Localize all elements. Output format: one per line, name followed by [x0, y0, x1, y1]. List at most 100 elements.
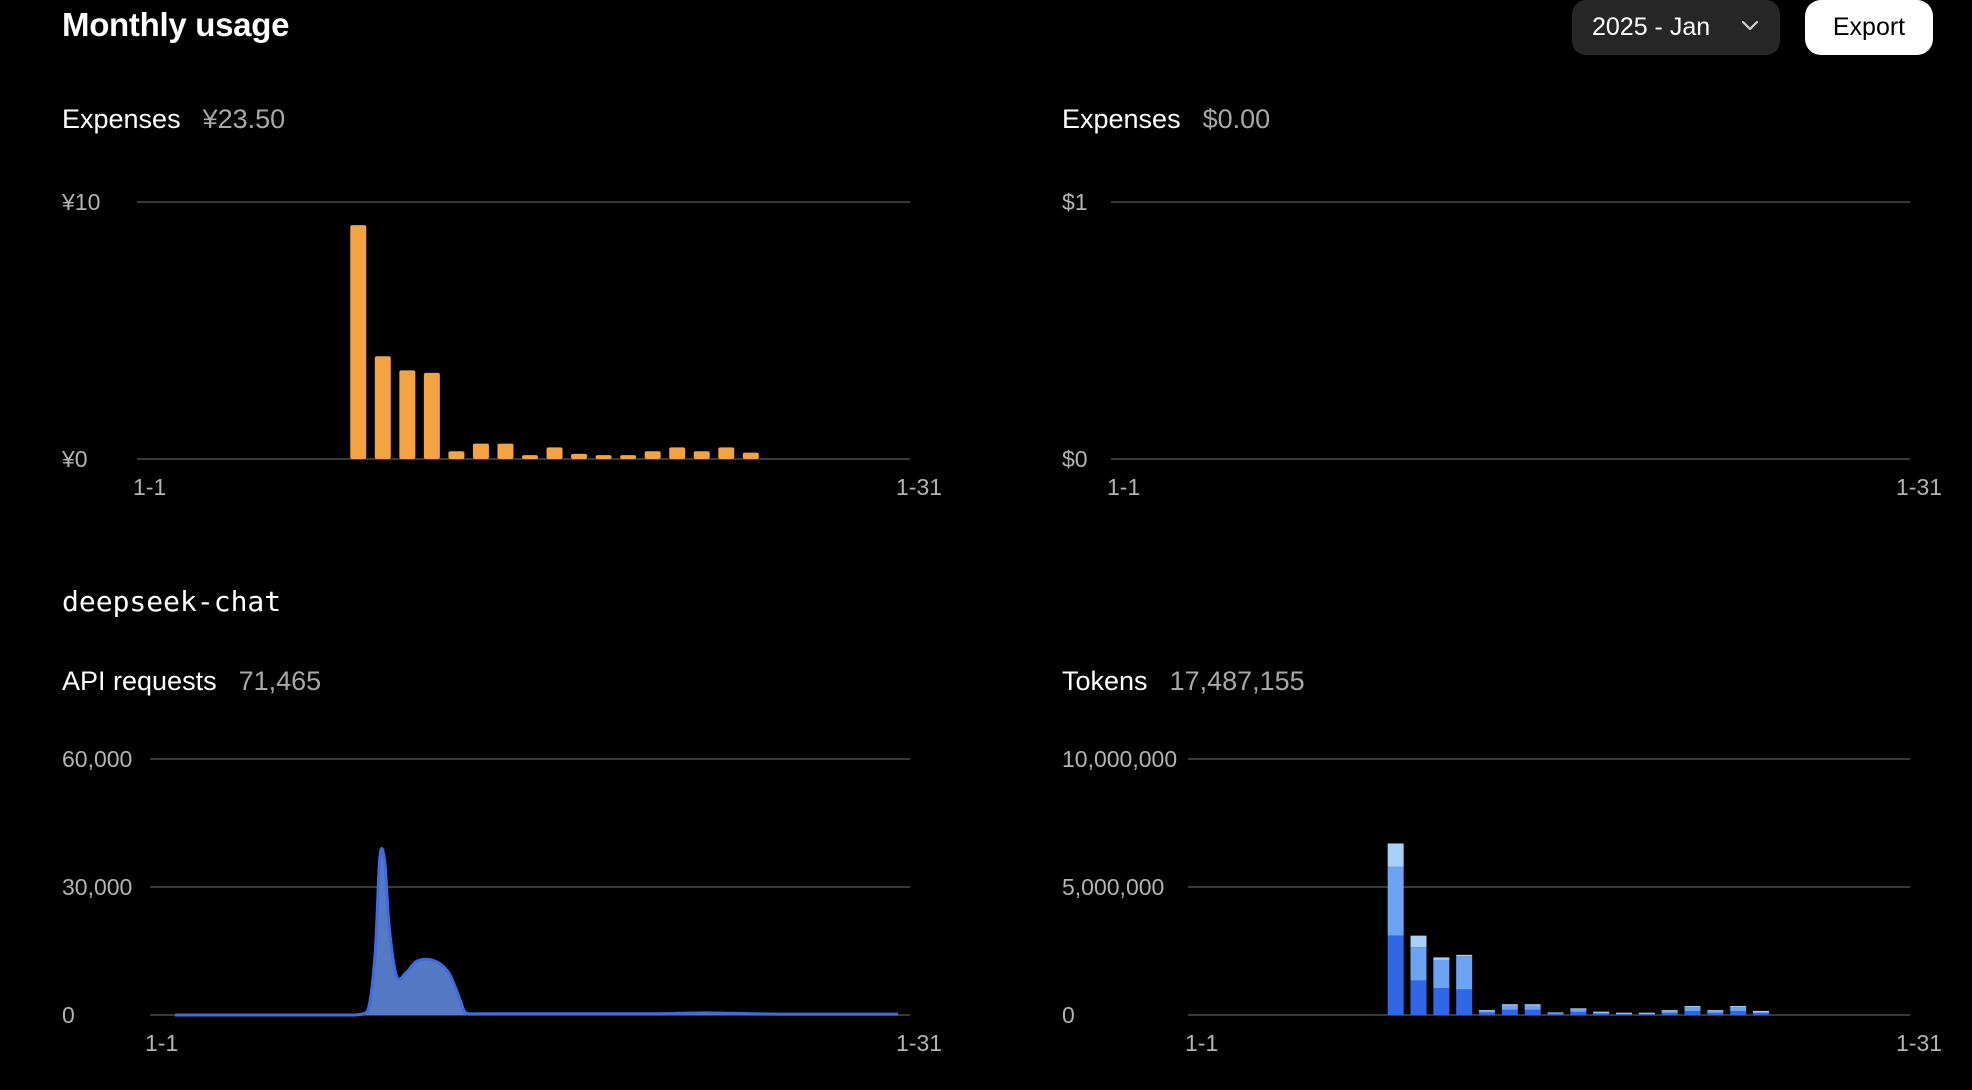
expense-bar [448, 451, 465, 459]
token-bar-segment [1730, 1007, 1747, 1012]
token-bar-segment [1433, 957, 1450, 960]
token-bar-segment [1638, 1012, 1655, 1014]
token-bar-segment [1616, 1012, 1632, 1014]
token-bar-segment [1547, 1012, 1564, 1014]
x-tick-label: 1-31 [896, 474, 942, 500]
y-tick-label: 30,000 [62, 874, 132, 900]
token-bar-segment [1570, 1009, 1587, 1012]
token-bar-segment [1661, 1010, 1678, 1013]
x-tick-label: 1-1 [145, 1030, 178, 1056]
token-bar-segment [1547, 1013, 1564, 1015]
tokens-label: Tokens [1062, 666, 1148, 696]
token-bar-segment [1593, 1011, 1610, 1014]
x-tick-label: 1-1 [1107, 474, 1140, 500]
expense-bar [620, 455, 637, 459]
y-tick-label: $0 [1062, 446, 1088, 472]
tokens-stat: Tokens 17,487,155 [1062, 666, 1305, 697]
token-bar-segment [1410, 947, 1427, 981]
page-title: Monthly usage [62, 6, 290, 43]
token-bar-segment [1524, 1004, 1541, 1006]
token-bar-segment [1753, 1011, 1769, 1014]
expense-bar [742, 452, 759, 459]
token-bar-segment [1387, 843, 1404, 867]
expense-bar [693, 451, 710, 459]
x-tick-label: 1-31 [896, 1030, 942, 1056]
y-tick-label: 0 [62, 1002, 75, 1028]
y-tick-label: 5,000,000 [1062, 874, 1164, 900]
x-tick-label: 1-31 [1896, 1030, 1942, 1056]
token-bar-segment [1479, 1010, 1495, 1012]
token-bar-segment [1593, 1013, 1610, 1015]
y-tick-label: ¥0 [61, 446, 88, 472]
y-tick-label: 60,000 [62, 746, 132, 772]
y-tick-label: 0 [1062, 1002, 1075, 1028]
token-bar-segment [1501, 1009, 1518, 1015]
token-bar-segment [1684, 1006, 1701, 1008]
expenses-cny-value: ¥23.50 [202, 104, 286, 134]
expense-bar [718, 447, 735, 459]
api-requests-stat: API requests 71,465 [62, 666, 321, 697]
expense-bar [546, 447, 563, 459]
token-bar-segment [1501, 1004, 1518, 1006]
expense-bar [595, 455, 612, 459]
token-bar-segment [1433, 988, 1450, 1015]
token-bar-segment [1524, 1005, 1541, 1010]
token-bar-segment [1570, 1008, 1587, 1010]
expenses-cny-stat: Expenses ¥23.50 [62, 104, 285, 135]
expense-bar [571, 453, 588, 459]
token-bar-segment [1730, 1006, 1747, 1008]
token-bar-segment [1456, 954, 1473, 957]
token-bar-segment [1479, 1010, 1495, 1013]
token-bar-segment [1410, 935, 1427, 948]
token-bar-segment [1456, 956, 1473, 990]
api-requests-value: 71,465 [238, 666, 322, 696]
export-button[interactable]: Export [1805, 0, 1933, 55]
model-name: deepseek-chat [62, 585, 282, 618]
x-tick-label: 1-31 [1896, 474, 1942, 500]
tokens-value: 17,487,155 [1169, 666, 1305, 696]
token-bar-segment [1707, 1010, 1724, 1012]
token-bar-segment [1524, 1009, 1541, 1015]
token-bar-segment [1684, 1011, 1701, 1015]
expense-bar [522, 455, 538, 459]
y-tick-label: ¥10 [61, 189, 100, 215]
token-bar-segment [1387, 935, 1404, 1015]
expenses-usd-stat: Expenses $0.00 [1062, 104, 1270, 135]
expenses-usd-value: $0.00 [1202, 104, 1271, 134]
chevron-down-icon [1741, 20, 1759, 31]
expense-bar [669, 447, 686, 459]
token-bar-segment [1501, 1005, 1518, 1010]
token-bar-segment [1410, 980, 1427, 1015]
y-tick-label: $1 [1062, 189, 1088, 215]
token-bar-segment [1707, 1010, 1724, 1013]
requests-line [174, 846, 898, 1017]
token-bar-segment [1570, 1011, 1587, 1015]
month-select[interactable]: 2025 - Jan [1572, 0, 1780, 55]
token-bar-segment [1616, 1013, 1632, 1015]
token-bar-segment [1661, 1012, 1678, 1015]
y-tick-label: 10,000,000 [1062, 746, 1177, 772]
token-bar-segment [1433, 959, 1450, 989]
token-bar-segment [1730, 1011, 1747, 1015]
token-bar-segment [1479, 1012, 1495, 1015]
month-select-value: 2025 - Jan [1592, 13, 1711, 41]
token-bar-segment [1387, 866, 1404, 936]
expense-bar [399, 370, 416, 459]
token-bar-segment [1684, 1007, 1701, 1012]
expense-bar [374, 356, 391, 459]
expense-bar [423, 372, 440, 459]
token-bar-segment [1661, 1010, 1678, 1012]
api-requests-label: API requests [62, 666, 217, 696]
expense-bar [497, 443, 514, 459]
token-bar-segment [1638, 1013, 1655, 1015]
expense-bar [472, 443, 489, 459]
token-bar-segment [1456, 989, 1473, 1015]
x-tick-label: 1-1 [133, 474, 166, 500]
expenses-usd-label: Expenses [1062, 104, 1181, 134]
x-tick-label: 1-1 [1185, 1030, 1218, 1056]
token-bar-segment [1753, 1010, 1769, 1012]
